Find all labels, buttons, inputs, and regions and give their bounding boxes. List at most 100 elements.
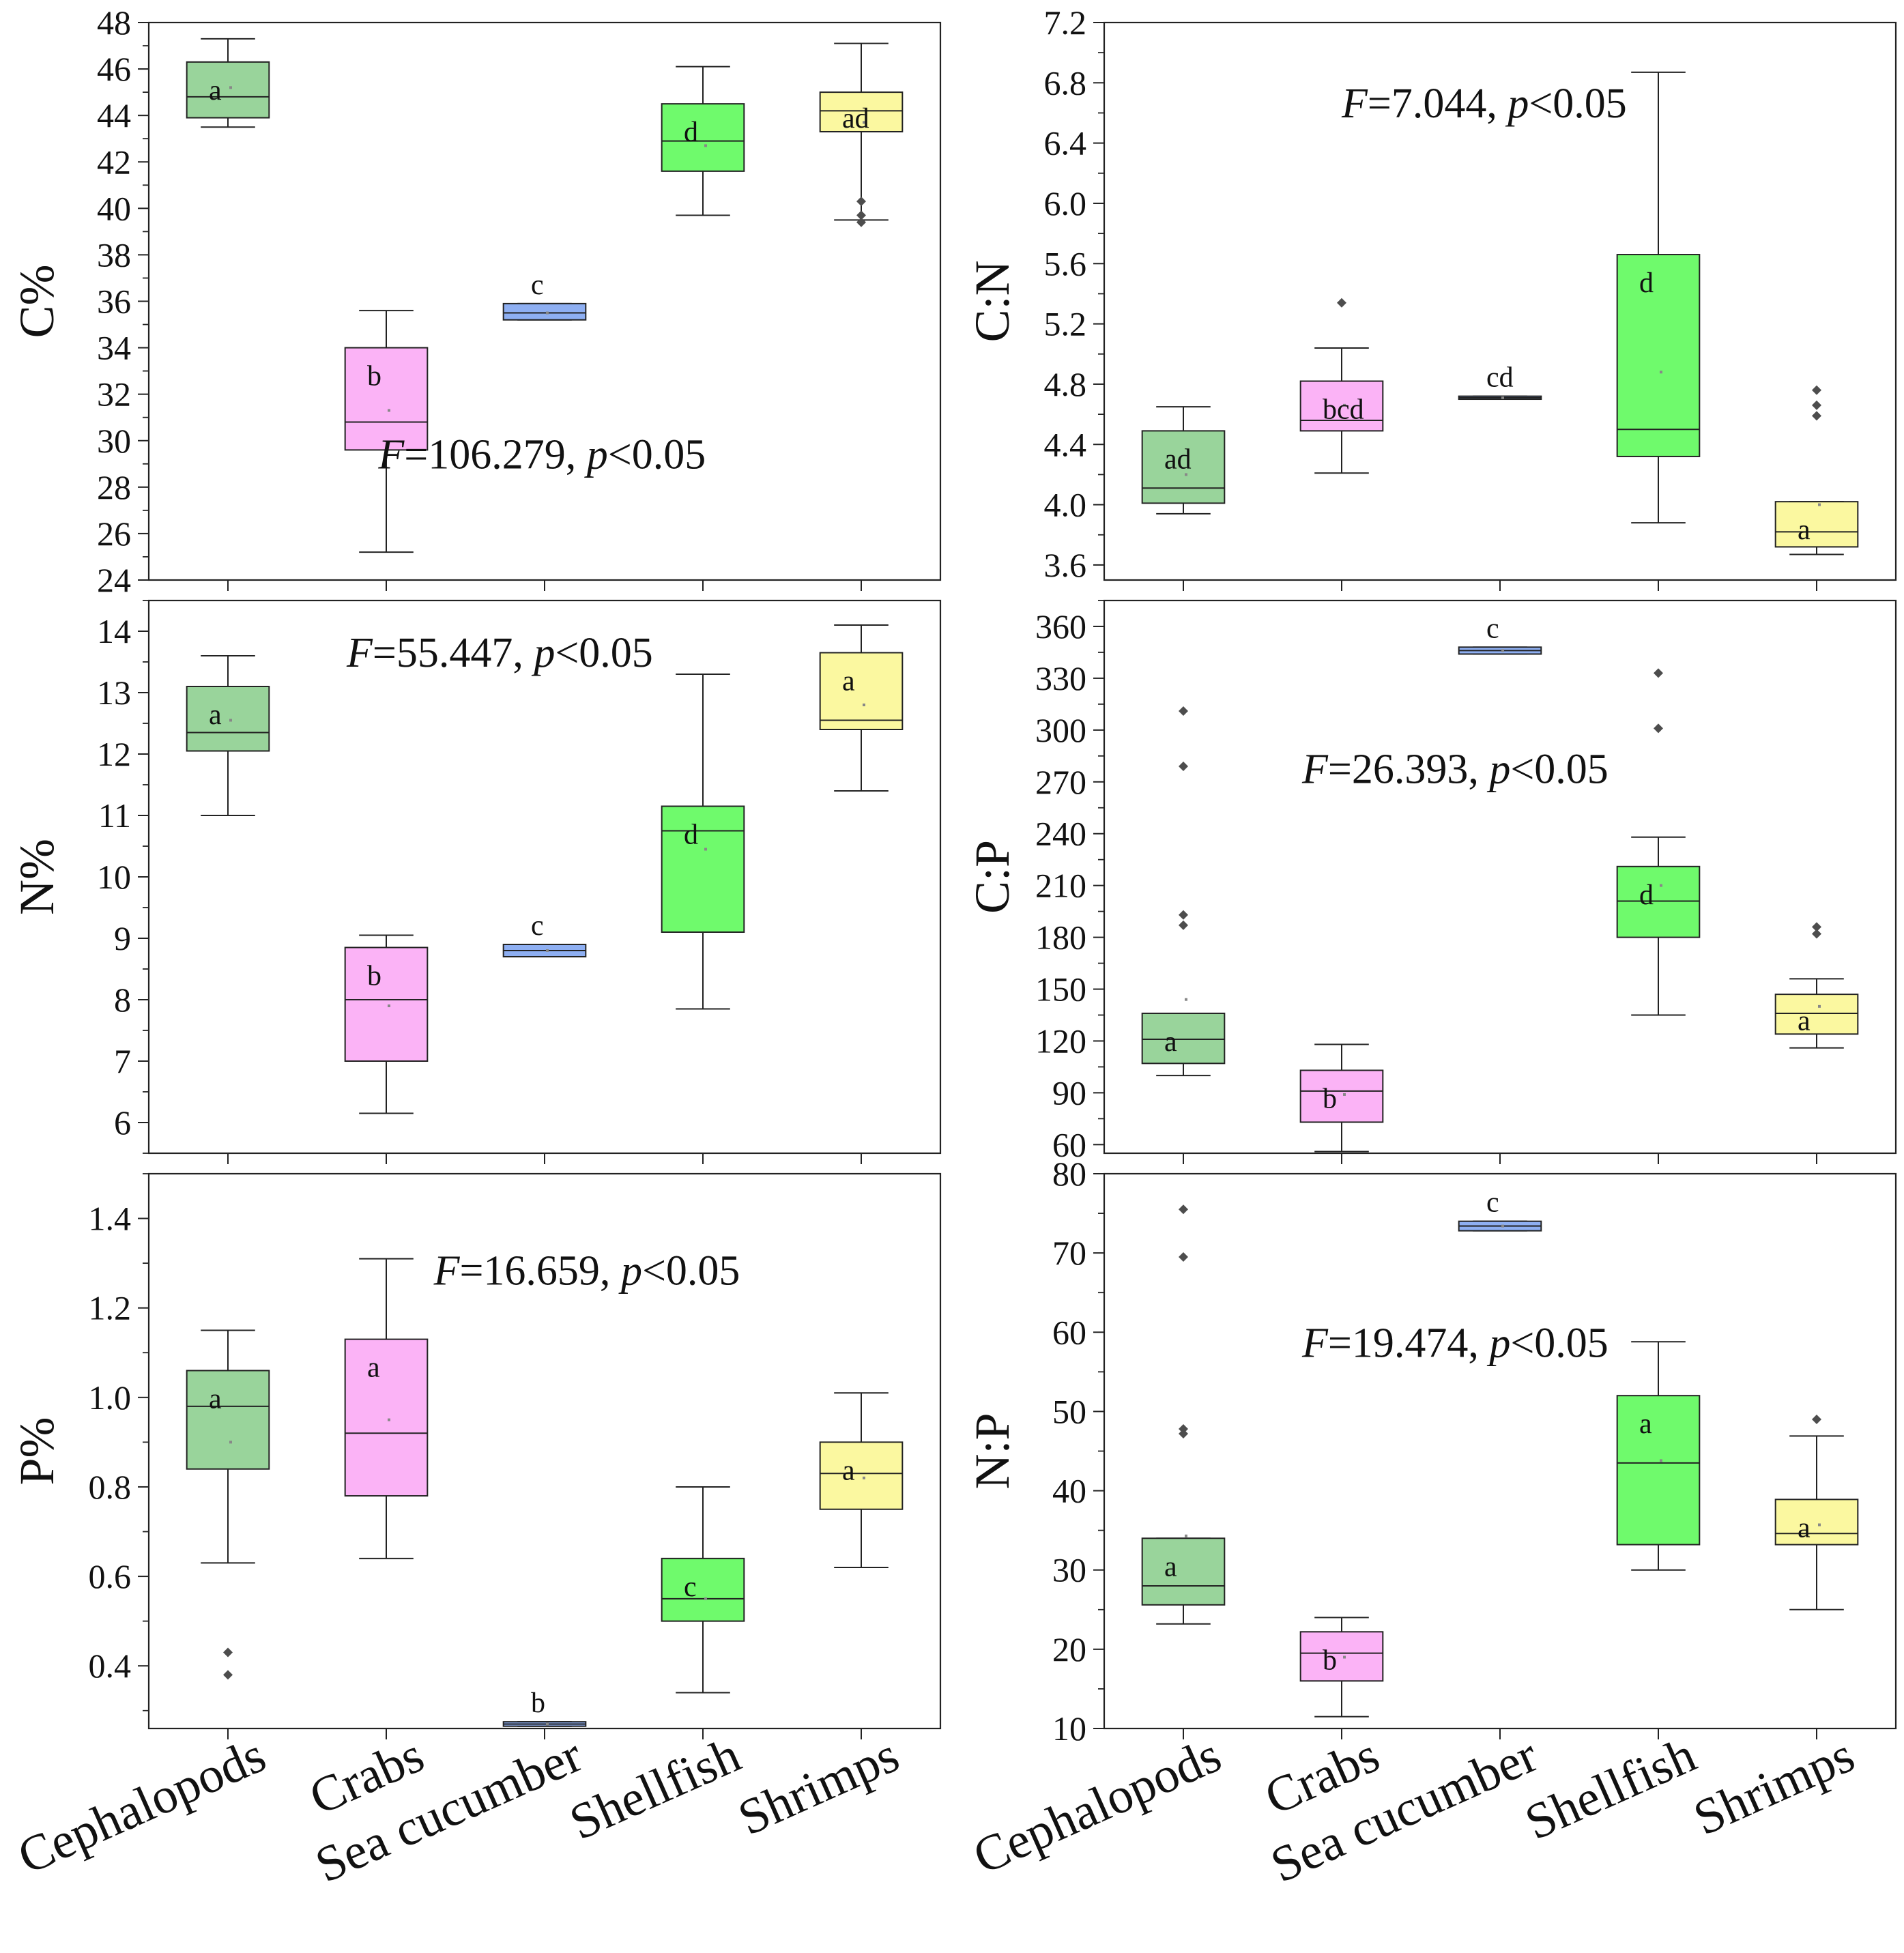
y-tick-label: 80: [1052, 1155, 1086, 1193]
mean-marker: [1818, 1004, 1821, 1008]
y-tick-label: 26: [97, 515, 131, 553]
significance-letter: d: [684, 820, 698, 851]
y-tick-label: 5.2: [1044, 305, 1087, 343]
x-category-label: Shrimps: [730, 1727, 907, 1847]
y-tick-label: 7: [114, 1042, 131, 1080]
box-body: [661, 103, 745, 172]
y-tick-label: 270: [1035, 763, 1086, 801]
panel-c-pct: 24 26 28 30 32 34 36 38 40 42 44 46 48 C% a b c d ad F=106.…: [10, 3, 942, 599]
box-body: [1299, 1069, 1384, 1123]
box-body: [1141, 1537, 1226, 1606]
outlier-point: [1179, 1428, 1188, 1438]
mean-marker: [229, 719, 232, 722]
box-shrimps: ad: [819, 42, 904, 227]
box-body: [344, 347, 429, 451]
mean-marker: [1660, 1459, 1662, 1462]
x-category-label: Cephalopods: [966, 1727, 1229, 1885]
outlier-point: [223, 1670, 233, 1680]
box-sea-cucumber: c: [1458, 613, 1542, 655]
y-axis-label: N%: [10, 839, 64, 915]
mean-marker: [1185, 1534, 1187, 1537]
box-cephalopods: a: [186, 1329, 270, 1680]
y-tick-label: 1.0: [89, 1378, 132, 1417]
mean-marker: [1501, 1224, 1504, 1228]
y-tick-label: 180: [1035, 918, 1086, 957]
box-sea-cucumber: b: [502, 1688, 587, 1727]
y-tick-label: 150: [1035, 970, 1086, 1009]
box-cephalopods: ad: [1141, 406, 1226, 515]
y-tick-label: 34: [97, 329, 131, 367]
outlier-point: [1812, 929, 1821, 939]
box-shellfish: d: [1616, 668, 1701, 1016]
y-tick-label: 32: [97, 375, 131, 414]
y-tick-label: 60: [1052, 1125, 1086, 1163]
panel-p-pct: 0.4 0.6 0.8 1.0 1.2 1.4 P% a a b c a F=16.659, p<0.0…: [10, 1172, 942, 1739]
significance-letter: b: [367, 361, 381, 392]
y-tick-label: 24: [97, 561, 131, 599]
outlier-point: [856, 197, 866, 207]
y-tick-label: 50: [1052, 1392, 1086, 1430]
y-tick-label: 4.0: [1044, 486, 1087, 524]
outlier-point: [1179, 762, 1188, 771]
box-shellfish: c: [661, 1486, 745, 1694]
outlier-point: [1179, 920, 1188, 930]
y-tick-label: 240: [1035, 815, 1086, 853]
mean-marker: [1343, 403, 1346, 407]
y-tick-label: 90: [1052, 1073, 1086, 1112]
mean-marker: [1501, 649, 1504, 652]
outlier-point: [1337, 298, 1346, 308]
box-body: [186, 686, 270, 752]
significance-letter: ad: [1164, 444, 1192, 475]
significance-letter: c: [531, 910, 544, 942]
significance-letter: d: [1639, 880, 1654, 911]
box-body: [502, 302, 587, 321]
box-body: [1141, 430, 1226, 504]
stat-annotation: F=16.659, p<0.05: [433, 1248, 740, 1294]
box-sea-cucumber: cd: [1458, 362, 1542, 401]
y-tick-label: 1.2: [89, 1289, 132, 1327]
mean-marker: [229, 86, 232, 89]
significance-letter: d: [684, 117, 698, 148]
box-cephalopods: a: [1141, 1204, 1226, 1625]
outlier-point: [1654, 723, 1663, 734]
mean-marker: [1818, 503, 1821, 506]
outlier-point: [1812, 922, 1821, 932]
x-category-label: Shellfish: [1517, 1727, 1704, 1851]
box-body: [1616, 254, 1701, 457]
mean-marker: [704, 144, 707, 147]
y-tick-label: 8: [114, 981, 131, 1019]
box-crabs: b: [344, 310, 429, 553]
y-tick-label: 14: [97, 612, 131, 650]
y-tick-label: 10: [1052, 1709, 1086, 1748]
y-tick-label: 3.6: [1044, 546, 1087, 584]
mean-marker: [229, 1441, 232, 1444]
y-tick-label: 12: [97, 735, 131, 773]
box-crabs: a: [344, 1258, 429, 1559]
y-tick-label: 42: [97, 143, 131, 181]
mean-marker: [704, 848, 707, 851]
box-body: [344, 1338, 429, 1497]
mean-marker: [388, 1004, 390, 1007]
significance-letter: a: [209, 75, 222, 106]
mean-marker: [1343, 1655, 1346, 1659]
significance-letter: b: [531, 1688, 545, 1719]
outlier-point: [1179, 706, 1188, 716]
mean-marker: [388, 1418, 390, 1421]
significance-letter: c: [684, 1572, 697, 1603]
y-tick-label: 4.4: [1044, 425, 1087, 463]
mean-marker: [388, 409, 390, 412]
significance-letter: a: [1164, 1026, 1177, 1058]
box-body: [1299, 380, 1384, 432]
significance-letter: cd: [1486, 362, 1514, 394]
box-shellfish: a: [1616, 1341, 1701, 1571]
x-category-label: Cephalopods: [10, 1727, 274, 1885]
box-body: [819, 1441, 904, 1510]
mean-marker: [1185, 473, 1187, 476]
y-tick-label: 20: [1052, 1630, 1086, 1668]
plot-frame: [1103, 1172, 1897, 1730]
y-tick-label: 360: [1035, 607, 1086, 646]
y-tick-label: 60: [1052, 1313, 1086, 1351]
mean-marker: [546, 311, 549, 315]
y-tick-label: 30: [1052, 1551, 1086, 1589]
mean-marker: [863, 121, 865, 124]
